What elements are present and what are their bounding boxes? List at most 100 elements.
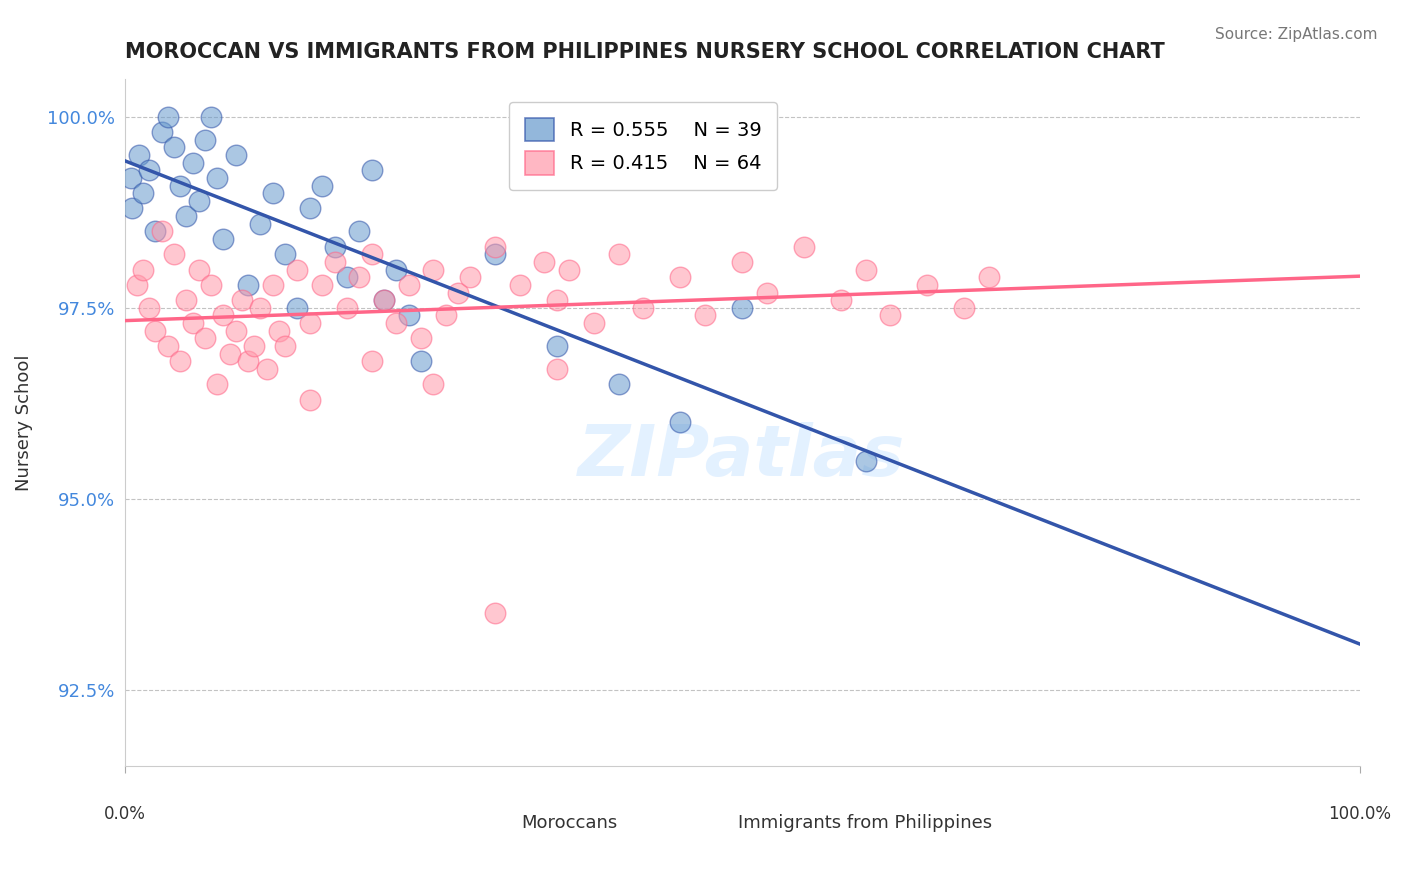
Point: [169, 354, 191, 368]
Point: [484, 607, 506, 621]
Point: [558, 262, 581, 277]
Point: [194, 331, 217, 345]
Point: [484, 247, 506, 261]
Point: [132, 186, 155, 201]
Point: [236, 277, 259, 292]
Y-axis label: Nursery School: Nursery School: [15, 354, 32, 491]
Point: [243, 339, 266, 353]
Point: [298, 202, 321, 216]
Point: [262, 277, 284, 292]
Text: Immigrants from Philippines: Immigrants from Philippines: [738, 814, 993, 832]
Point: [274, 247, 297, 261]
Point: [200, 110, 222, 124]
Point: [212, 232, 235, 246]
Point: [349, 270, 371, 285]
Point: [145, 324, 167, 338]
Point: [176, 209, 198, 223]
Point: [132, 262, 155, 277]
Point: [385, 262, 408, 277]
Point: [755, 285, 778, 300]
Point: [187, 194, 209, 208]
Point: [128, 148, 150, 162]
Point: [373, 293, 395, 308]
Point: [546, 293, 568, 308]
Point: [855, 262, 877, 277]
Text: Source: ZipAtlas.com: Source: ZipAtlas.com: [1215, 27, 1378, 42]
Point: [138, 163, 160, 178]
Point: [274, 339, 297, 353]
Point: [311, 277, 333, 292]
Point: [360, 354, 382, 368]
Point: [323, 255, 346, 269]
Point: [207, 170, 229, 185]
Point: [793, 240, 815, 254]
Point: [607, 247, 630, 261]
Point: [207, 377, 229, 392]
Text: Moroccans: Moroccans: [522, 814, 617, 832]
Point: [360, 163, 382, 178]
Point: [169, 178, 191, 193]
Point: [138, 301, 160, 315]
Point: [373, 293, 395, 308]
Point: [218, 347, 240, 361]
Point: [398, 309, 420, 323]
Point: [977, 270, 1000, 285]
Point: [731, 255, 754, 269]
Point: [409, 331, 432, 345]
Point: [434, 309, 457, 323]
Point: [879, 309, 901, 323]
Point: [669, 416, 692, 430]
Point: [212, 309, 235, 323]
Text: ZIPatlas: ZIPatlas: [578, 422, 905, 491]
Point: [249, 217, 271, 231]
Point: [409, 354, 432, 368]
Point: [633, 301, 655, 315]
Point: [360, 247, 382, 261]
Point: [422, 377, 444, 392]
Point: [336, 270, 359, 285]
Text: 0.0%: 0.0%: [104, 805, 146, 822]
Point: [298, 316, 321, 330]
Legend: R = 0.555    N = 39, R = 0.415    N = 64: R = 0.555 N = 39, R = 0.415 N = 64: [509, 102, 778, 190]
Point: [163, 140, 186, 154]
Point: [225, 324, 247, 338]
Point: [349, 224, 371, 238]
Point: [855, 453, 877, 467]
Point: [176, 293, 198, 308]
Point: [156, 339, 179, 353]
FancyBboxPatch shape: [792, 797, 841, 825]
Point: [287, 301, 309, 315]
Point: [582, 316, 605, 330]
Point: [336, 301, 359, 315]
Point: [447, 285, 470, 300]
Point: [422, 262, 444, 277]
Point: [607, 377, 630, 392]
Point: [163, 247, 186, 261]
Point: [953, 301, 976, 315]
Point: [120, 170, 142, 185]
Point: [311, 178, 333, 193]
Point: [187, 262, 209, 277]
Point: [398, 277, 420, 292]
Point: [150, 125, 173, 139]
FancyBboxPatch shape: [495, 797, 544, 825]
Point: [231, 293, 253, 308]
Point: [693, 309, 716, 323]
Point: [225, 148, 247, 162]
Point: [200, 277, 222, 292]
Point: [323, 240, 346, 254]
Point: [181, 316, 204, 330]
Point: [484, 240, 506, 254]
Point: [830, 293, 852, 308]
Point: [509, 277, 531, 292]
Point: [125, 277, 148, 292]
Point: [731, 301, 754, 315]
Point: [287, 262, 309, 277]
Point: [181, 155, 204, 169]
Text: MOROCCAN VS IMMIGRANTS FROM PHILIPPINES NURSERY SCHOOL CORRELATION CHART: MOROCCAN VS IMMIGRANTS FROM PHILIPPINES …: [125, 42, 1164, 62]
Point: [917, 277, 939, 292]
Point: [236, 354, 259, 368]
Point: [249, 301, 271, 315]
Text: 100.0%: 100.0%: [1329, 805, 1391, 822]
Point: [145, 224, 167, 238]
